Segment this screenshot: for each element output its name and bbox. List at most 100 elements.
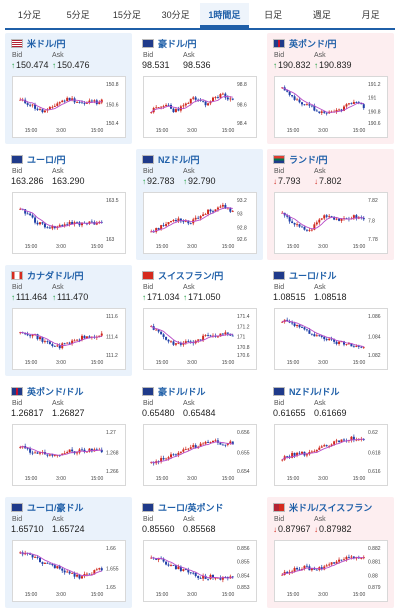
tab-monthly[interactable]: 月足 <box>361 10 380 20</box>
candle-body <box>286 319 289 322</box>
rate-card[interactable]: ユーロ/英ポンド Bid Ask 0.85560 0.85568 0.856 0.855 0.… <box>136 497 263 608</box>
y-tick-label: 150.8 <box>106 82 119 88</box>
mini-candlestick-chart[interactable]: 171.4 171.2 171 170.8 170.6 15:00 3:00 15:00 <box>143 308 257 370</box>
trend-arrow-icon: ↑ <box>183 177 187 186</box>
candle-body <box>192 97 195 99</box>
mini-candlestick-chart[interactable]: 150.8 150.6 150.4 15:00 3:00 15:00 <box>12 76 126 138</box>
pair-name[interactable]: 英ポンド/ドル <box>27 387 84 397</box>
candle-body <box>53 345 56 347</box>
rate-card[interactable]: 英ポンド/円 Bid Ask ↑190.832 ↑190.839 191.2 191 190.… <box>267 33 394 144</box>
pair-name[interactable]: NZドル/ドル <box>289 387 340 397</box>
tab-30min[interactable]: 30分足 <box>161 10 190 20</box>
tab-daily[interactable]: 日足 <box>264 10 283 20</box>
candle-body <box>310 568 313 571</box>
candle-body <box>291 221 294 224</box>
trend-arrow-icon: ↑ <box>273 61 277 70</box>
mini-candlestick-chart[interactable]: 1.086 1.084 1.082 15:00 3:00 15:00 <box>274 308 388 370</box>
ask-label: Ask <box>183 400 195 407</box>
rate-card[interactable]: NZドル/ドル Bid Ask 0.61655 0.61669 0.62 0.618 0.61… <box>267 381 394 492</box>
y-tick-label: 1.266 <box>106 469 119 475</box>
candle-body <box>323 111 326 113</box>
candle-body <box>26 213 29 215</box>
x-tick-label: 15:00 <box>91 360 104 366</box>
candle-body <box>29 104 32 106</box>
ask-label: Ask <box>183 284 195 291</box>
ask-label: Ask <box>314 284 326 291</box>
candle-body <box>172 341 175 345</box>
candle-body <box>66 571 69 573</box>
candle-body <box>357 345 360 347</box>
rate-card[interactable]: 米ドル/円 Bid Ask ↑150.474 ↑150.476 150.8 150.6 150… <box>5 33 132 144</box>
mini-candlestick-chart[interactable]: 1.66 1.655 1.65 15:00 3:00 15:00 <box>12 540 126 602</box>
mini-candlestick-chart[interactable]: 7.82 7.8 7.78 15:00 3:00 15:00 <box>274 192 388 254</box>
candle-body <box>360 558 363 559</box>
pair-name[interactable]: 米ドル/スイスフラン <box>289 503 373 513</box>
rate-card[interactable]: 英ポンド/ドル Bid Ask 1.26817 1.26827 1.27 1.268 1.26… <box>5 381 132 492</box>
tab-15min[interactable]: 15分足 <box>112 10 141 20</box>
bid-label: Bid <box>274 168 285 175</box>
pair-name[interactable]: 英ポンド/円 <box>289 39 337 49</box>
rate-card[interactable]: ユーロ/円 Bid Ask 163.286 163.290 163.5 163 15:00 3:… <box>5 149 132 260</box>
x-tick-label: 15:00 <box>156 592 169 598</box>
candle-body <box>41 337 44 342</box>
ask-label: Ask <box>183 516 195 523</box>
rate-card[interactable]: ユーロ/豪ドル Bid Ask 1.65710 1.65724 1.66 1.655 1.65… <box>5 497 132 608</box>
candle-body <box>51 226 54 229</box>
tab-5min[interactable]: 5分足 <box>66 10 90 20</box>
tab-1min[interactable]: 1分足 <box>17 10 41 20</box>
mini-candlestick-chart[interactable]: 163.5 163 15:00 3:00 15:00 <box>12 192 126 254</box>
mini-candlestick-chart[interactable]: 0.656 0.655 0.654 15:00 3:00 15:00 <box>143 424 257 486</box>
rate-card[interactable]: ランド/円 Bid Ask ↓7.793 ↓7.802 7.82 7.8 7.78 15:00 3… <box>267 149 394 260</box>
mini-candlestick-chart[interactable]: 1.27 1.268 1.266 15:00 3:00 15:00 <box>12 424 126 486</box>
rate-card[interactable]: カナダドル/円 Bid Ask ↑111.464 ↑111.470 111.6 111.4 1… <box>5 265 132 376</box>
candle-body <box>26 103 29 105</box>
rate-card[interactable]: スイスフラン/円 Bid Ask ↑171.034 ↑171.050 171.4 171.2… <box>136 265 263 376</box>
candle-body <box>46 454 49 456</box>
pair-name[interactable]: 豪ドル/円 <box>158 39 197 49</box>
eu-flag-icon <box>273 271 285 280</box>
candle-body <box>182 105 185 107</box>
pair-name[interactable]: ユーロ/円 <box>27 155 66 165</box>
mini-candlestick-chart[interactable]: 191.2 191 190.8 190.6 15:00 3:00 15:00 <box>274 76 388 138</box>
candle-body <box>204 101 207 106</box>
pair-name[interactable]: 豪ドル/ドル <box>158 387 206 397</box>
candle-body <box>85 451 88 453</box>
ask-price: ↓0.87982 <box>314 524 352 534</box>
candle-body <box>209 335 212 337</box>
x-tick-label: 3:00 <box>318 128 328 134</box>
mini-candlestick-chart[interactable]: 0.882 0.881 0.88 0.879 15:00 3:00 15:00 <box>274 540 388 602</box>
candle-body <box>34 104 37 109</box>
pair-name[interactable]: カナダドル/円 <box>27 271 84 281</box>
tab-weekly[interactable]: 週足 <box>312 10 331 20</box>
rate-card[interactable]: 豪ドル/円 Bid Ask 98.531 98.536 98.8 98.6 98.4 15:00… <box>136 33 263 144</box>
rate-card[interactable]: 豪ドル/ドル Bid Ask 0.65480 0.65484 0.656 0.655 0.65… <box>136 381 263 492</box>
trend-arrow-icon: ↑ <box>183 293 187 302</box>
candle-body <box>63 570 66 573</box>
pair-name[interactable]: 米ドル/円 <box>27 39 66 49</box>
rate-card[interactable]: NZドル/円 Bid Ask ↑92.783 ↑92.790 93.2 93 92.8 92.6… <box>136 149 263 260</box>
mini-candlestick-chart[interactable]: 0.856 0.855 0.854 0.853 15:00 3:00 15:00 <box>143 540 257 602</box>
candle-body <box>305 229 308 231</box>
rate-card[interactable]: 米ドル/スイスフラン Bid Ask ↓0.87967 ↓0.87982 0.882 0.8… <box>267 497 394 608</box>
x-tick-label: 15:00 <box>25 476 38 482</box>
candle-body <box>298 224 301 227</box>
y-tick-label: 170.8 <box>237 345 250 351</box>
rate-card[interactable]: ユーロ/ドル Bid Ask 1.08515 1.08518 1.086 1.084 1.08… <box>267 265 394 376</box>
pair-name[interactable]: ユーロ/ドル <box>289 271 337 281</box>
candle-body <box>301 327 303 328</box>
pair-name[interactable]: ユーロ/豪ドル <box>27 503 84 513</box>
pair-name[interactable]: ランド/円 <box>289 155 328 165</box>
mini-candlestick-chart[interactable]: 98.8 98.6 98.4 15:00 3:00 15:00 <box>143 76 257 138</box>
mini-candlestick-chart[interactable]: 111.6 111.4 111.2 15:00 3:00 15:00 <box>12 308 126 370</box>
mini-candlestick-chart[interactable]: 93.2 93 92.8 92.6 15:00 3:00 15:00 <box>143 192 257 254</box>
candle-body <box>31 452 34 454</box>
x-tick-label: 3:00 <box>56 592 66 598</box>
candle-body <box>36 334 39 340</box>
mini-candlestick-chart[interactable]: 0.62 0.618 0.616 15:00 3:00 15:00 <box>274 424 388 486</box>
pair-name[interactable]: ユーロ/英ポンド <box>158 503 224 513</box>
tab-1hour[interactable]: 1時間足 <box>200 3 249 28</box>
candle-body <box>174 109 177 113</box>
pair-name[interactable]: NZドル/円 <box>158 155 200 165</box>
candle-body <box>150 112 153 114</box>
pair-name[interactable]: スイスフラン/円 <box>158 271 224 281</box>
